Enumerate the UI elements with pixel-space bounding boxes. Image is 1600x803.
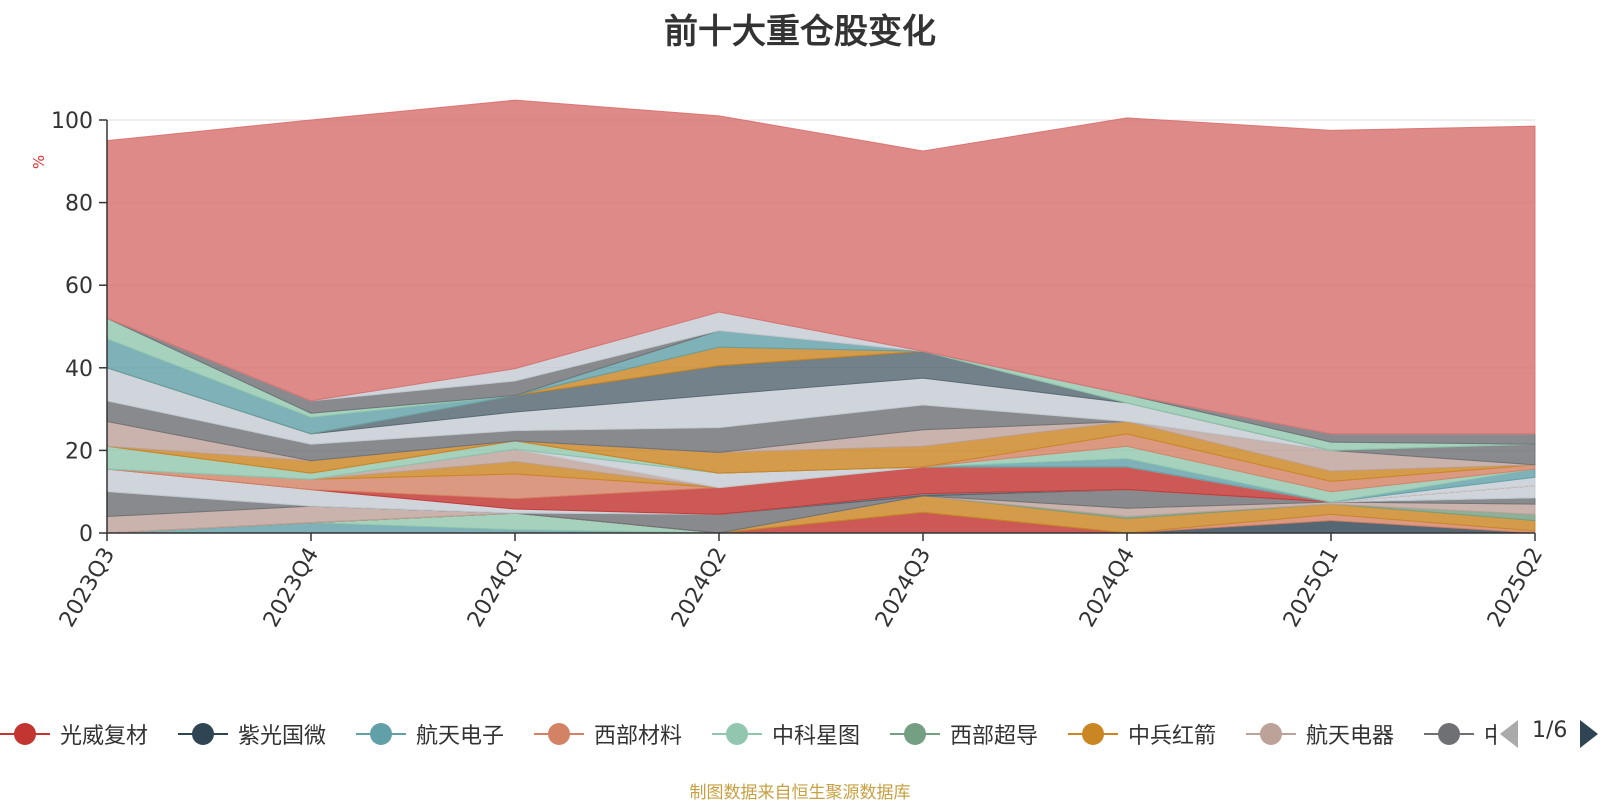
legend-label: 中兵红箭 <box>1128 724 1217 749</box>
y-tick-label: 60 <box>65 274 93 299</box>
y-tick-label: 20 <box>65 439 93 464</box>
legend-pager: 1/6 <box>1496 712 1600 756</box>
legend-label: 航天电器 <box>1306 724 1395 749</box>
x-tick-label: 2025Q1 <box>1279 544 1344 632</box>
x-tick-label: 2024Q1 <box>463 544 528 632</box>
area-series <box>106 99 1536 435</box>
x-tick-label: 2023Q4 <box>259 544 324 632</box>
legend-page-indicator: 1/6 <box>1532 718 1568 743</box>
x-tick-label: 2025Q2 <box>1483 544 1548 632</box>
legend-circle-icon <box>370 723 392 745</box>
legend-circle-icon <box>726 723 748 745</box>
legend-label: 光威复材 <box>60 724 149 749</box>
y-unit-label: % <box>30 155 48 169</box>
legend-label: 中科星图 <box>772 724 861 749</box>
legend-circle-icon <box>14 723 36 745</box>
legend-circle-icon <box>1438 723 1460 745</box>
legend-label: 西部超导 <box>950 724 1039 749</box>
y-tick-label: 40 <box>65 357 93 382</box>
legend-label: 西部材料 <box>594 724 683 749</box>
legend-label: 航天电子 <box>416 724 505 749</box>
chart-plot: 0 20 40 60 80 100 2023Q3 2023Q4 2024Q1 2024Q2 2024… <box>30 99 1548 632</box>
chart-title: 前十大重仓股变化 <box>664 12 936 52</box>
x-tick-label: 2023Q3 <box>55 544 120 632</box>
legend-circle-icon <box>192 723 214 745</box>
stacked-areas <box>106 99 1536 534</box>
y-tick-label: 100 <box>51 109 93 134</box>
x-tick-label: 2024Q4 <box>1075 544 1140 632</box>
legend-circle-icon <box>1082 723 1104 745</box>
legend-circle-icon <box>904 723 926 745</box>
legend-next-arrow-icon[interactable] <box>1580 720 1598 748</box>
y-tick-label: 80 <box>65 192 93 217</box>
legend-prev-arrow-icon[interactable] <box>1500 720 1518 748</box>
y-tick-label: 0 <box>79 522 93 547</box>
legend-circle-icon <box>1260 723 1282 745</box>
legend-circle-icon <box>548 723 570 745</box>
data-source-note: 制图数据来自恒生聚源数据库 <box>689 783 911 803</box>
x-tick-label: 2024Q3 <box>871 544 936 632</box>
x-tick-label: 2024Q2 <box>667 544 732 632</box>
legend-label: 紫光国微 <box>238 724 327 749</box>
legend: 光威复材 紫光国微 航天电子 西部材料 中科星图 西部超导 中兵红箭 航天电器中 <box>0 712 1600 756</box>
